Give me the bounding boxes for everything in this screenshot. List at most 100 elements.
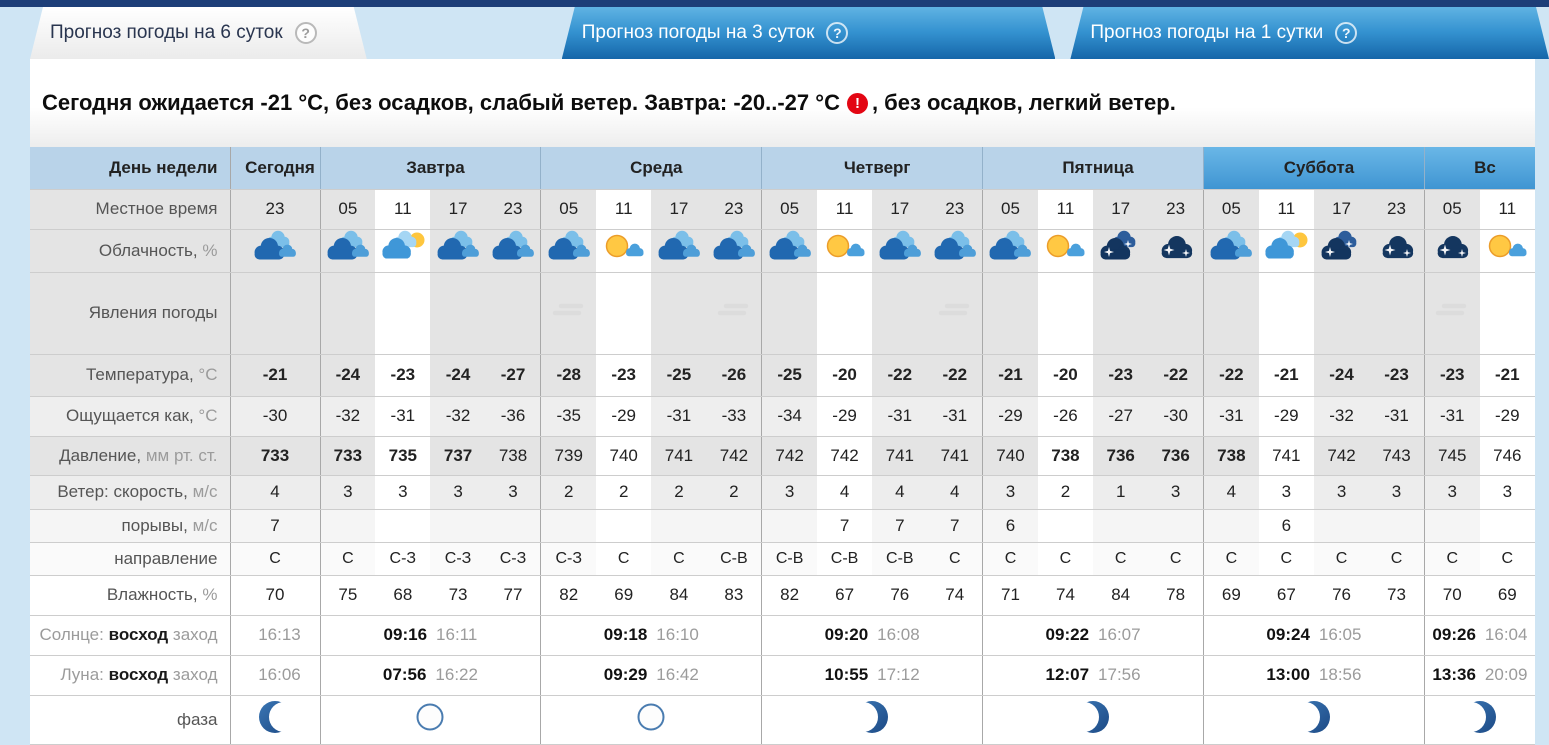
temperature-cell: -20 [816,354,873,397]
wind-direction-cell: С [1093,542,1149,576]
day-name: Завтра [406,157,465,177]
wind-direction-cell: С-В [761,542,817,576]
humidity-cell: 84 [1093,575,1149,616]
new-moon-icon [634,700,668,734]
table-row: Ощущается как, °С -30 -32 -31 -32 -36 -35 -29 -3… [30,396,1535,437]
label-part: °С [198,365,218,384]
feels-like-cell: -31 [651,396,707,437]
feels-like-cell: -36 [485,396,542,437]
humidity-cell: 69 [1479,575,1535,616]
cell [927,272,984,355]
sun-times-cell: 09:16 16:11 [320,615,542,656]
row-label-temp: Температура, °С [30,354,231,397]
label-part: Ощущается как, [66,406,199,425]
wind-direction-cell: С [1479,542,1535,576]
phenomena-cell [1037,272,1094,355]
wind-gust-cell [1093,509,1149,543]
cell [1258,229,1314,273]
help-icon[interactable]: ? [826,22,848,44]
table-row: Влажность, % 70 75 68 73 77 82 69 84 83 82 67 76 74 71… [30,575,1535,616]
wind-gust-cell: 7 [230,509,321,543]
label-part: восход [108,665,169,684]
help-icon[interactable]: ? [295,22,317,44]
label-part: Ветер: скорость, [57,482,193,501]
cell [706,272,763,355]
wind-speed-cell: 3 [982,475,1038,510]
label-part: направление [114,548,218,568]
tab-label: Прогноз погоды на 1 сутки [1090,22,1324,43]
temperature-cell: -25 [651,354,707,397]
time-cell: 17 [651,189,707,230]
cell [1148,229,1205,273]
wind-direction-cell: С [1369,542,1425,576]
feels-like-cell: -34 [761,396,817,437]
pressure-cell: 739 [540,436,597,476]
row-label-clouds: Облачность, % [30,229,231,273]
sun-times-cell: 09:18 16:10 [540,615,763,656]
table-row: Явления погоды [30,272,1535,355]
sun-times-cell: 09:24 16:05 [1203,615,1425,656]
phenomena-cell [1313,272,1370,355]
row-label-moon: Луна: восход заход [30,655,231,696]
humidity-cell: 82 [761,575,817,616]
row-label-wind_speed: Ветер: скорость, м/с [30,475,231,510]
wind-direction-cell: С [1258,542,1314,576]
cell [320,695,542,745]
moonset-time: 16:06 [258,665,301,684]
cell [706,229,763,273]
tab-forecast-1-day[interactable]: Прогноз погоды на 1 сутки ? [1070,7,1549,59]
temperature-cell: -23 [1369,354,1425,397]
moonrise-time: 13:00 [1266,665,1310,684]
feels-like-cell: -29 [1258,396,1314,437]
sunset-time: 16:11 [436,625,478,644]
humidity-cell: 69 [1203,575,1259,616]
day-name: Суббота [1283,157,1355,177]
label-part: Местное время [95,199,218,218]
wind-speed-cell: 4 [1203,475,1259,510]
wind-gust-cell [1037,509,1094,543]
wind-gust-cell: 7 [816,509,873,543]
cell [1424,695,1535,745]
wind-speed-cell: 3 [1258,475,1314,510]
cell [1424,229,1480,273]
row-label-phase: фаза [30,695,231,745]
night-cloud-icon [1428,230,1476,266]
feels-like-cell: -31 [1424,396,1480,437]
time-cell: 11 [1037,189,1094,230]
time-cell: 05 [982,189,1038,230]
time-cell: 17 [872,189,928,230]
row-label-phenomena: Явления погоды [30,272,231,355]
overcast-icon [766,230,814,266]
forecast-summary: Сегодня ожидается -21 °С, без осадков, с… [30,59,1535,147]
wind-direction-cell: С [1424,542,1480,576]
moon-times-cell: 09:29 16:42 [540,655,763,696]
wind-speed-cell: 3 [1313,475,1370,510]
sunrise-time: 09:26 [1432,625,1476,644]
sunrise-time: 09:20 [824,625,869,644]
pressure-cell: 737 [430,436,486,476]
tab-forecast-6-days[interactable]: Прогноз погоды на 6 суток ? [30,7,367,59]
time-cell: 05 [320,189,376,230]
help-icon[interactable]: ? [1335,22,1357,44]
cell [1093,229,1149,273]
temperature-cell: -21 [1258,354,1314,397]
table-row: Луна: восход заход 16:06 07:56 16:22 09:29 16… [30,655,1535,696]
feels-like-cell: -26 [1037,396,1094,437]
day-header: Сегодня [230,147,321,190]
wind-gust-cell [596,509,652,543]
tab-forecast-3-days[interactable]: Прогноз погоды на 3 суток ? [562,7,1056,59]
cell [872,229,928,273]
wind-direction-cell: С [927,542,984,576]
label-part: % [202,585,218,604]
day-header: Четверг [761,147,984,190]
overcast-icon [876,230,924,266]
wind-speed-cell: 2 [706,475,763,510]
wind-gust-cell: 6 [982,509,1038,543]
wind-speed-cell: 2 [540,475,597,510]
wind-speed-cell: 4 [872,475,928,510]
table-row: направление С С С-З С-З С-З С-З С С С-В С-В С-В С-В С… [30,542,1535,576]
wind-speed-cell: 3 [430,475,486,510]
pressure-cell: 742 [816,436,873,476]
humidity-cell: 70 [1424,575,1480,616]
moonset-time: 16:22 [435,665,478,684]
